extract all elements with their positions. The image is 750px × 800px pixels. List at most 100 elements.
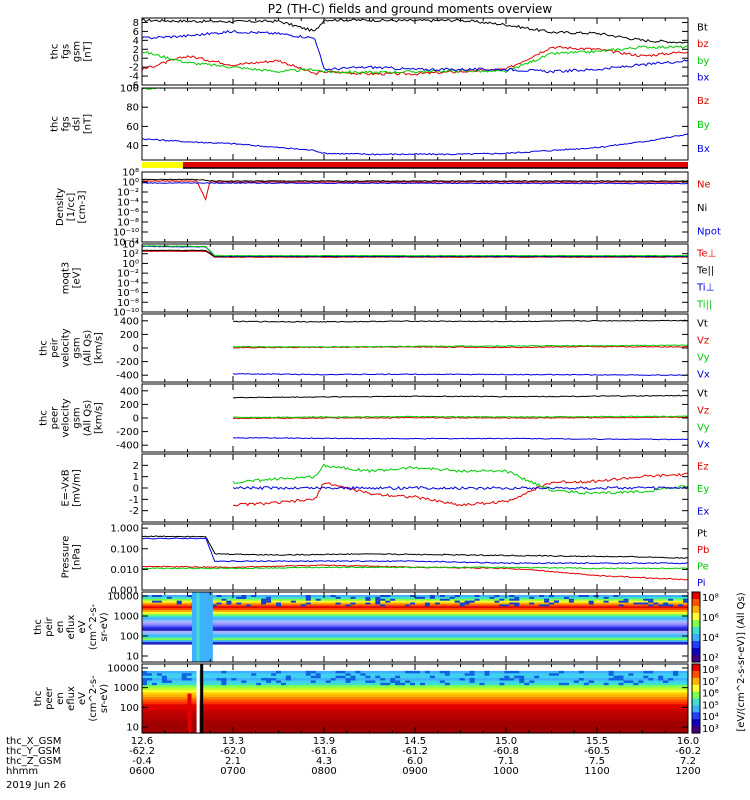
x-axis-labels: thc_X_GSM 12.6 13.3 13.9 14.5 15.0 15.5 16.0 thc…: [6, 736, 701, 777]
spectrogram-speckle: [405, 680, 411, 683]
spectrogram-speckle: [539, 604, 545, 607]
spectrogram-speckle: [261, 602, 267, 605]
colorbar-cell: [692, 727, 700, 731]
x-axis-tick-label: 1100: [584, 766, 609, 777]
spectrogram-speckle: [330, 595, 336, 597]
legend-entry: Bt: [697, 22, 708, 33]
y-axis-label-line: sr-eV): [99, 684, 110, 713]
colorbar-cell: [692, 632, 700, 635]
spectrogram-speckle: [142, 682, 147, 686]
series-line: [142, 179, 688, 201]
colorbar-cell: [692, 641, 700, 644]
spectrogram-band: [142, 687, 688, 691]
colorbar-cell: [692, 664, 700, 667]
spectrogram-speckle: [663, 604, 669, 607]
spectrogram-speckle: [514, 598, 520, 601]
spectrogram-speckle: [380, 598, 386, 601]
colorbar-cell: [692, 595, 700, 598]
x-axis-tick-label: -61.2: [402, 746, 428, 757]
x-axis-tick-label: -60.2: [675, 746, 701, 757]
spectrogram-speckle: [643, 598, 649, 601]
status-bar: [142, 162, 688, 169]
colorbar-cell: [692, 676, 700, 679]
spectrogram-band: [142, 673, 688, 677]
spectrogram-band: [142, 718, 688, 722]
x-axis-tick-label: -60.8: [493, 746, 519, 757]
y-axis-label-line: eV: [77, 620, 88, 633]
spectrogram-speckle: [330, 678, 336, 681]
colorbar-cell: [692, 670, 700, 674]
colorbar-tick-label: 10²: [702, 653, 719, 664]
spectrogram-speckle: [544, 598, 550, 601]
legend-entry: by: [697, 56, 709, 67]
y-tick-label: 6: [133, 27, 139, 38]
spectrogram-speckle: [583, 595, 589, 597]
y-tick-label: 4: [133, 36, 139, 47]
x-axis-tick-label: 0800: [311, 766, 336, 777]
spectrogram-speckle: [271, 678, 277, 681]
y-tick-label: 0: [133, 414, 139, 425]
series-line: [142, 45, 688, 76]
x-axis-tick-label: -62.2: [129, 746, 155, 757]
spectrogram-speckle: [305, 595, 311, 597]
y-axis-label-line: moqt3: [61, 262, 72, 295]
spectrogram-band: [142, 706, 688, 710]
spectrogram-speckle: [429, 595, 435, 597]
spectrogram-speckle: [276, 680, 281, 683]
spectrogram-band: [142, 711, 688, 715]
spectrogram-band: [142, 632, 688, 636]
panel-peer-eflux: thc peer en eflux eV (cm^2-s-sr-eV) 10000 1000 1…: [33, 663, 689, 734]
spectrogram-band: [142, 612, 688, 615]
spectrogram-speckle: [429, 675, 435, 679]
spectrogram-speckle: [365, 680, 371, 683]
spectrogram-speckle: [365, 602, 371, 605]
spectrogram-speckle: [514, 670, 520, 674]
y-tick-label: 10⁻⁸: [117, 218, 139, 229]
spectrogram-speckle: [156, 600, 162, 603]
panel-frame: [141, 313, 689, 383]
spectrogram-speckle: [370, 680, 376, 683]
x-minor-ticks: [141, 384, 689, 452]
colorbar-cell: [692, 618, 700, 621]
spectrogram-speckle: [415, 596, 420, 599]
spectrogram-speckle: [633, 602, 639, 605]
spectrogram-speckle: [643, 602, 649, 605]
colorbar-cell: [692, 616, 700, 619]
spectrogram-speckle: [678, 604, 684, 607]
y-tick-label: 8: [133, 18, 139, 29]
panel-frame: [141, 523, 689, 591]
y-tick-label: 1: [133, 472, 139, 483]
colorbar-ion: 10⁸ 10⁶ 10⁴ 10²: [691, 591, 719, 664]
spectrogram-band: [142, 642, 688, 645]
spectrogram-speckle: [603, 682, 609, 686]
colorbar-tick-label: 10⁶: [702, 689, 719, 700]
y-tick-label: -4: [129, 72, 139, 83]
spectrogram-speckle: [504, 604, 510, 607]
spectrogram-speckle: [410, 602, 415, 605]
legend-entry: Npot: [697, 226, 721, 237]
spectrogram-speckle: [623, 680, 629, 683]
spectrogram-speckle: [583, 682, 589, 686]
spectrogram-speckle: [608, 670, 614, 674]
colorbar-tick-label: 10⁸: [702, 665, 719, 676]
x-axis-tick-label: 0700: [220, 766, 245, 777]
spectrogram-speckle: [410, 670, 415, 674]
spectrogram-speckle: [236, 602, 242, 605]
spectrogram-speckle: [479, 682, 485, 686]
y-axis-label-line: gsm: [72, 337, 83, 358]
y-axis-label-line: thc: [50, 44, 61, 60]
y-tick-label: -200: [116, 357, 139, 368]
spectrogram-speckle: [161, 680, 167, 683]
series-line: [232, 463, 688, 495]
spectrogram-speckle: [549, 673, 554, 676]
spectrogram-speckle: [618, 675, 624, 679]
y-tick-label: 2: [133, 461, 139, 472]
y-tick-label: 10⁸: [122, 168, 139, 179]
spectrogram-speckle: [429, 596, 435, 599]
spectrogram-speckle: [563, 596, 569, 599]
x-axis-tick-label: 15.0: [495, 736, 517, 747]
y-tick-label: 0: [133, 344, 139, 355]
colorbar-cell: [692, 707, 700, 710]
